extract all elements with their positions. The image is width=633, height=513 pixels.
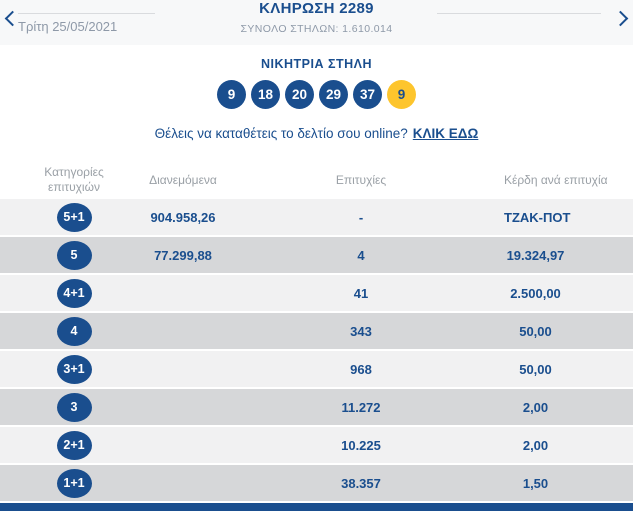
prizes-table: Κατηγορίες επιτυχιών Διανεμόμενα Επιτυχί…	[0, 161, 633, 501]
title-block: ΚΛΗΡΩΣΗ 2289 ΣΥΝΟΛΟ ΣΤΗΛΩΝ: 1.610.014	[0, 0, 633, 35]
winners-value: 343	[350, 323, 372, 339]
winners-value: 10.225	[341, 437, 381, 453]
table-row: 3 11.272 2,00	[0, 389, 633, 425]
winners-value: 4	[357, 247, 365, 263]
prize-value: ΤΖΑΚ-ΠΟΤ	[504, 209, 571, 225]
category-badge: 3	[56, 392, 92, 422]
table-row: 5 77.299,88 4 19.324,97	[0, 237, 633, 273]
distributed-value: 904.958,26	[150, 209, 216, 225]
winning-number-ball: 9	[217, 80, 246, 109]
category-badge: 5+1	[56, 202, 92, 232]
category-badge: 4	[56, 316, 92, 346]
prize-value: 50,00	[519, 361, 552, 377]
category-badge: 1+1	[56, 468, 92, 498]
category-badge: 3+1	[56, 354, 92, 384]
prize-value: 19.324,97	[506, 247, 565, 263]
winners-value: 41	[353, 285, 369, 301]
header-prize: Κέρδη ανά επιτυχία	[504, 172, 608, 187]
total-columns-label: ΣΥΝΟΛΟ ΣΤΗΛΩΝ: 1.610.014	[240, 23, 393, 35]
cta-text: Θέλεις να καταθέτεις το δελτίο σου onlin…	[154, 126, 408, 141]
prize-value: 2.500,00	[510, 285, 561, 301]
prize-value: 50,00	[519, 323, 552, 339]
winning-numbers: 9 18 20 29 37 9	[0, 80, 633, 109]
winning-number-ball: 18	[251, 80, 280, 109]
draw-date: Τρίτη 25/05/2021	[18, 19, 118, 34]
winning-number-ball: 37	[353, 80, 382, 109]
winners-value: 38.357	[341, 475, 381, 491]
table-row: 4+1 41 2.500,00	[0, 275, 633, 311]
distributed-value: 77.299,88	[154, 247, 212, 263]
table-header-row: Κατηγορίες επιτυχιών Διανεμόμενα Επιτυχί…	[0, 161, 633, 199]
category-badge: 2+1	[56, 430, 92, 460]
table-row: 1+1 38.357 1,50	[0, 465, 633, 501]
prize-value: 2,00	[522, 437, 549, 453]
winning-number-ball: 20	[285, 80, 314, 109]
winning-number-ball: 29	[319, 80, 348, 109]
click-here-link[interactable]: ΚΛΙΚ ΕΔΩ	[412, 126, 479, 141]
bottom-accent-bar	[0, 503, 633, 511]
header-divider-left	[18, 13, 155, 14]
draw-title: ΚΛΗΡΩΣΗ 2289	[259, 0, 374, 17]
winners-value: 11.272	[341, 399, 381, 415]
winners-value: 968	[350, 361, 372, 377]
category-badge: 4+1	[56, 278, 92, 308]
header-distributed: Διανεμόμενα	[149, 172, 217, 187]
play-online-cta: Θέλεις να καταθέτεις το δελτίο σου onlin…	[0, 126, 633, 141]
winning-column-heading: ΝΙΚΗΤΡΙΑ ΣΤΗΛΗ	[260, 57, 373, 71]
table-row: 3+1 968 50,00	[0, 351, 633, 387]
table-row: 5+1 904.958,26 - ΤΖΑΚ-ΠΟΤ	[0, 199, 633, 235]
winners-value: -	[358, 209, 364, 225]
category-badge: 5	[56, 240, 92, 270]
prize-value: 2,00	[522, 399, 549, 415]
draw-header: Τρίτη 25/05/2021 ΚΛΗΡΩΣΗ 2289 ΣΥΝΟΛΟ ΣΤΗ…	[0, 0, 633, 45]
prize-value: 1,50	[522, 475, 549, 491]
header-divider-right	[437, 13, 601, 14]
table-row: 2+1 10.225 2,00	[0, 427, 633, 463]
header-categories: Κατηγορίες επιτυχιών	[44, 165, 104, 194]
joker-number-ball: 9	[387, 80, 416, 109]
header-winners: Επιτυχίες	[335, 172, 387, 187]
table-row: 4 343 50,00	[0, 313, 633, 349]
